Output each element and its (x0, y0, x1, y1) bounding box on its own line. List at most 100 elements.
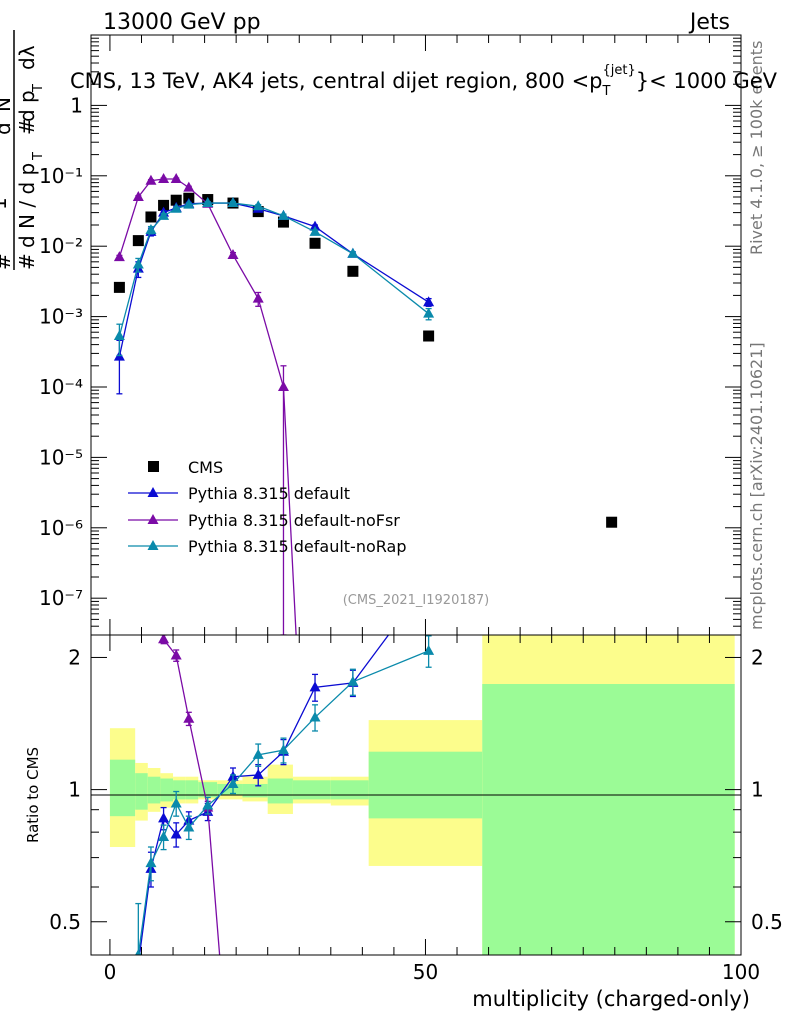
data-point (227, 248, 239, 259)
main-y-tick-labels: 1 10⁻¹ 10⁻² 10⁻³ 10⁻⁴ 10⁻⁵ 10⁻⁶ 10⁻⁷ (39, 93, 83, 610)
data-point (606, 516, 618, 528)
series-2 (113, 173, 297, 635)
main-title: CMS, 13 TeV, AK4 jets, central dijet reg… (70, 63, 778, 99)
ratio-frame (90, 634, 742, 956)
y-tick-label: 10⁻⁶ (39, 516, 83, 540)
ratio-data-point (135, 949, 142, 955)
svg-text:d: d (0, 122, 15, 135)
header-right: Jets (688, 10, 730, 35)
data-point (277, 380, 289, 391)
ratio-y-tick-label: 1 (751, 778, 764, 802)
x-tick-label: 50 (413, 960, 438, 984)
ratio-data-point (158, 635, 170, 644)
series-1 (113, 197, 435, 395)
data-point (170, 202, 182, 213)
ratio-data-point (183, 712, 195, 723)
band-inner (109, 759, 136, 817)
ratio-series-2 (135, 635, 435, 955)
svg-text:1: 1 (0, 197, 11, 210)
ratio-data-point (423, 644, 435, 655)
band-inner (135, 773, 148, 810)
series-3 (113, 197, 435, 357)
ratio-y-tick-label: 1 (68, 778, 81, 802)
legend-label-nofsr: Pythia 8.315 default-noFsr (188, 511, 400, 530)
data-point (277, 209, 289, 220)
rivet-label: Rivet 4.1.0, ≥ 100k events (747, 41, 766, 255)
data-point (170, 194, 182, 206)
legend-marker-norap (147, 540, 159, 550)
ratio-y-tick-labels: 0.5 0.5 1 1 2 2 (49, 645, 783, 933)
ratio-data-point (227, 777, 239, 788)
legend-label-default: Pythia 8.315 default (188, 484, 350, 503)
svg-text:T: T (31, 152, 46, 161)
ratio-data-point (347, 675, 359, 686)
band-inner (217, 783, 243, 796)
ratio-ylabel: Ratio to CMS (24, 747, 42, 843)
band-inner (267, 778, 293, 804)
data-point (132, 235, 144, 247)
band-inner (160, 778, 174, 802)
svg-text:#: # (0, 253, 15, 270)
band-inner (147, 776, 161, 804)
band-inner (242, 783, 268, 798)
y-tick-label: 10⁻² (39, 234, 83, 258)
ratio-data-point (309, 711, 321, 722)
data-point (113, 251, 125, 262)
legend: CMS Pythia 8.315 default Pythia 8.315 de… (128, 458, 406, 556)
ratio-data-point (170, 797, 182, 808)
mcplots-label: mcplots.cern.ch [arXiv:2401.10621] (747, 342, 766, 630)
data-point (309, 237, 321, 249)
data-point (145, 211, 157, 223)
ratio-y-tick-label: 2 (68, 645, 81, 669)
ratio-data-point (183, 821, 195, 832)
data-point (145, 174, 157, 185)
data-point (347, 247, 359, 258)
band-inner (368, 751, 483, 819)
ratio-y-tick-label: 0.5 (49, 910, 81, 934)
ratio-data-point (252, 748, 264, 759)
legend-label-cms: CMS (188, 458, 223, 477)
series-line (118, 202, 429, 357)
data-point (277, 216, 289, 228)
data-point (170, 173, 182, 184)
data-point (423, 307, 435, 318)
x-tick-label: 100 (722, 960, 760, 984)
data-point (158, 199, 170, 211)
y-tick-label: 10⁻⁷ (39, 586, 83, 610)
data-point (158, 173, 170, 184)
ratio-data-point (170, 828, 182, 839)
y-tick-label: 10⁻⁵ (39, 445, 83, 469)
ratio-data-point (145, 857, 157, 868)
data-point (423, 330, 435, 342)
main-series-group (113, 173, 618, 635)
main-axis-ticks (91, 34, 742, 636)
legend-marker-nofsr (147, 514, 159, 524)
legend-marker-default (147, 487, 159, 497)
data-point (347, 265, 359, 277)
data-point (309, 220, 321, 231)
data-point (252, 292, 264, 303)
data-point (158, 209, 170, 220)
svg-text:N: N (0, 97, 15, 112)
legend-marker-cms (148, 461, 159, 472)
ratio-data-point (158, 830, 170, 841)
data-point (132, 258, 144, 269)
band-inner (185, 780, 199, 800)
data-point (423, 296, 435, 307)
y-tick-label: 10⁻¹ (39, 164, 83, 188)
ratio-data-point (170, 649, 182, 660)
analysis-tag: (CMS_2021_I1920187) (343, 593, 490, 608)
x-tick-label: 0 (104, 960, 117, 984)
svg-text:d N / d p: d N / d p (15, 163, 39, 248)
data-point (183, 198, 195, 209)
y-tick-label: 10⁻³ (39, 305, 83, 329)
ratio-series-group (135, 635, 435, 955)
svg-text:d p: d p (15, 90, 39, 122)
data-point (145, 223, 157, 234)
ratio-data-point (202, 799, 214, 810)
main-ylabel: # d N / d p T # 1 # d 2 N d p T dλ (0, 30, 46, 270)
svg-text:dλ: dλ (15, 45, 39, 70)
data-point (132, 190, 144, 201)
svg-text:#: # (15, 118, 39, 135)
